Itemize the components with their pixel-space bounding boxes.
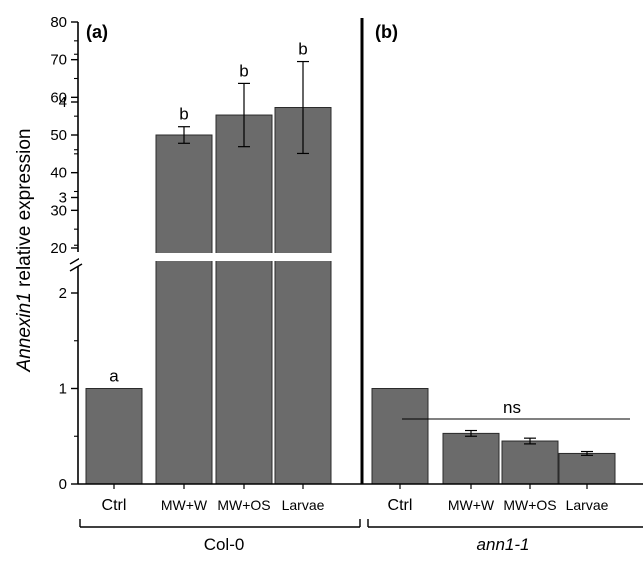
bar (501, 440, 559, 485)
bar (371, 388, 429, 485)
axis-break-gap (79, 253, 362, 261)
plot-area: 0 1 2 3 4 20 30 40 50 60 70 80 a Ctrl b MW+W b MW+OS b Larv… (50, 14, 643, 528)
y-axis-title: Annexin1 relative expression (14, 129, 35, 373)
group-label-ann1: ann1-1 (477, 535, 530, 554)
panel-b-label: (b) (375, 22, 398, 42)
y-tick-label: 2 (59, 285, 67, 302)
x-tick-label: MW+W (161, 497, 208, 513)
y-tick-label: 1 (59, 381, 67, 398)
bar (274, 107, 332, 485)
x-tick-label: MW+W (448, 497, 495, 513)
x-tick-label: MW+OS (503, 497, 556, 513)
y-tick-label: 50 (50, 127, 67, 144)
y-tick-label: 60 (50, 89, 67, 106)
bar (442, 432, 500, 485)
group-label-col0: Col-0 (204, 535, 245, 554)
y-tick-label: 0 (59, 476, 67, 493)
significance-letter: b (239, 61, 248, 80)
significance-letter: b (179, 105, 188, 124)
x-tick-label: Ctrl (388, 497, 413, 514)
y-tick-label: 30 (50, 202, 67, 219)
axis-break-mark (69, 263, 83, 272)
y-tick-label: 80 (50, 14, 67, 31)
bar (85, 388, 143, 485)
y-tick-label: 4 (59, 94, 67, 111)
y-tick-label: 3 (59, 190, 67, 207)
x-tick-label: Ctrl (102, 497, 127, 514)
significance-letter: b (298, 40, 307, 59)
y-tick-label: 40 (50, 165, 67, 182)
x-tick-label: Larvae (566, 497, 609, 513)
bar (558, 452, 616, 485)
x-tick-label: Larvae (282, 497, 325, 513)
y-tick-label: 70 (50, 52, 67, 69)
x-tick-label: MW+OS (217, 497, 270, 513)
ns-annotation: ns (503, 398, 521, 417)
significance-letter: a (109, 367, 119, 386)
bar (155, 134, 213, 485)
bar (215, 114, 273, 485)
panel-a-label: (a) (86, 22, 108, 42)
y-tick-label: 20 (50, 240, 67, 257)
